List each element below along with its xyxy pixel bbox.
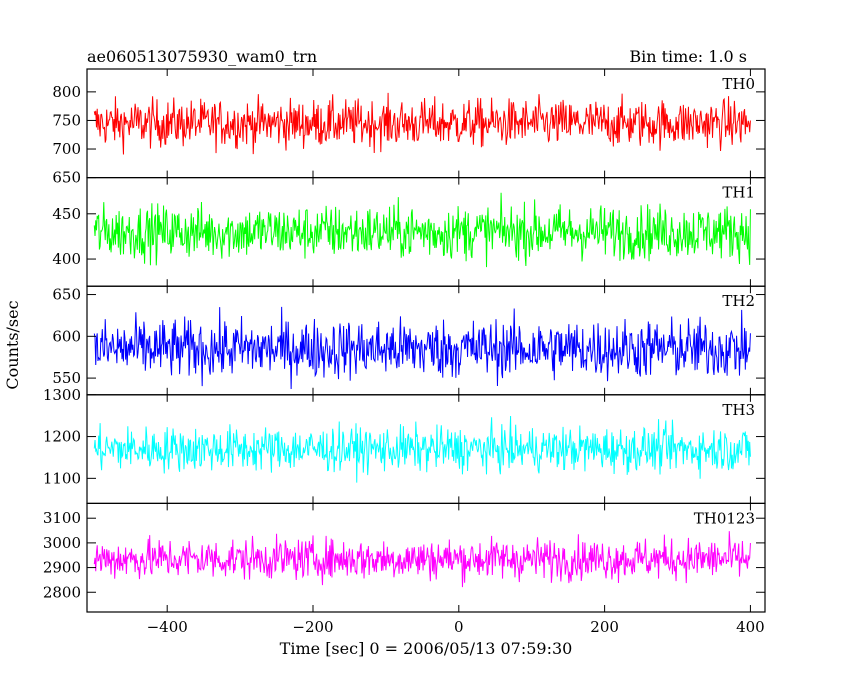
y-tick-label: 1100 xyxy=(43,469,81,487)
y-tick-label: 1200 xyxy=(43,428,81,446)
panel-frame xyxy=(86,502,766,613)
panel-th3: 1100 1200 1300 TH3 xyxy=(43,386,766,504)
panel-label: TH0 xyxy=(722,75,755,93)
x-tick-label: −200 xyxy=(292,618,333,636)
y-tick-label: 3100 xyxy=(43,509,81,527)
y-axis-label: Counts/sec xyxy=(3,300,22,389)
y-tick-label: 750 xyxy=(52,111,81,129)
bin-time-label: Bin time: 1.0 s xyxy=(629,47,747,66)
panel-label: TH2 xyxy=(722,292,755,310)
series-line-th1 xyxy=(93,192,751,268)
panel-label: TH1 xyxy=(722,184,755,202)
panel-th2: 550 600 650 TH2 xyxy=(52,286,766,396)
y-tick-label: 700 xyxy=(52,140,81,158)
panel-label: TH0123 xyxy=(694,509,755,527)
chart-title: ae060513075930_wam0_trn xyxy=(87,47,317,66)
y-tick-label: 2800 xyxy=(43,583,81,601)
series-line-th3 xyxy=(93,415,751,483)
y-tick-label: 550 xyxy=(52,369,81,387)
x-tick-label: −400 xyxy=(147,618,188,636)
series-line-th0123 xyxy=(93,531,751,588)
panel-th0: 650 700 750 800 TH0 xyxy=(52,68,766,187)
y-tick-label: 800 xyxy=(52,83,81,101)
y-tick-label: 1300 xyxy=(43,386,81,404)
panel-label: TH3 xyxy=(722,401,755,419)
y-tick-label: 600 xyxy=(52,327,81,345)
x-tick-label: 0 xyxy=(454,618,464,636)
y-tick-label: 400 xyxy=(52,250,81,268)
y-tick-label: 650 xyxy=(52,169,81,187)
x-tick-label: 400 xyxy=(736,618,765,636)
series-line-th2 xyxy=(93,306,751,390)
y-tick-label: 450 xyxy=(52,205,81,223)
series-line-th0 xyxy=(93,92,751,155)
y-tick-label: 2900 xyxy=(43,559,81,577)
panel-th1: 400 450 TH1 xyxy=(52,177,766,287)
y-tick-label: 650 xyxy=(52,286,81,304)
y-tick-label: 3000 xyxy=(43,534,81,552)
x-axis-label: Time [sec] 0 = 2006/05/13 07:59:30 xyxy=(280,639,573,658)
panel-th0123: 2800 2900 3000 3100 TH0123 xyxy=(43,502,766,613)
x-tick-label: 200 xyxy=(590,618,619,636)
panels: 650 700 750 800 TH0 400 450 TH1 550 600 650 TH2 1100… xyxy=(43,68,766,636)
